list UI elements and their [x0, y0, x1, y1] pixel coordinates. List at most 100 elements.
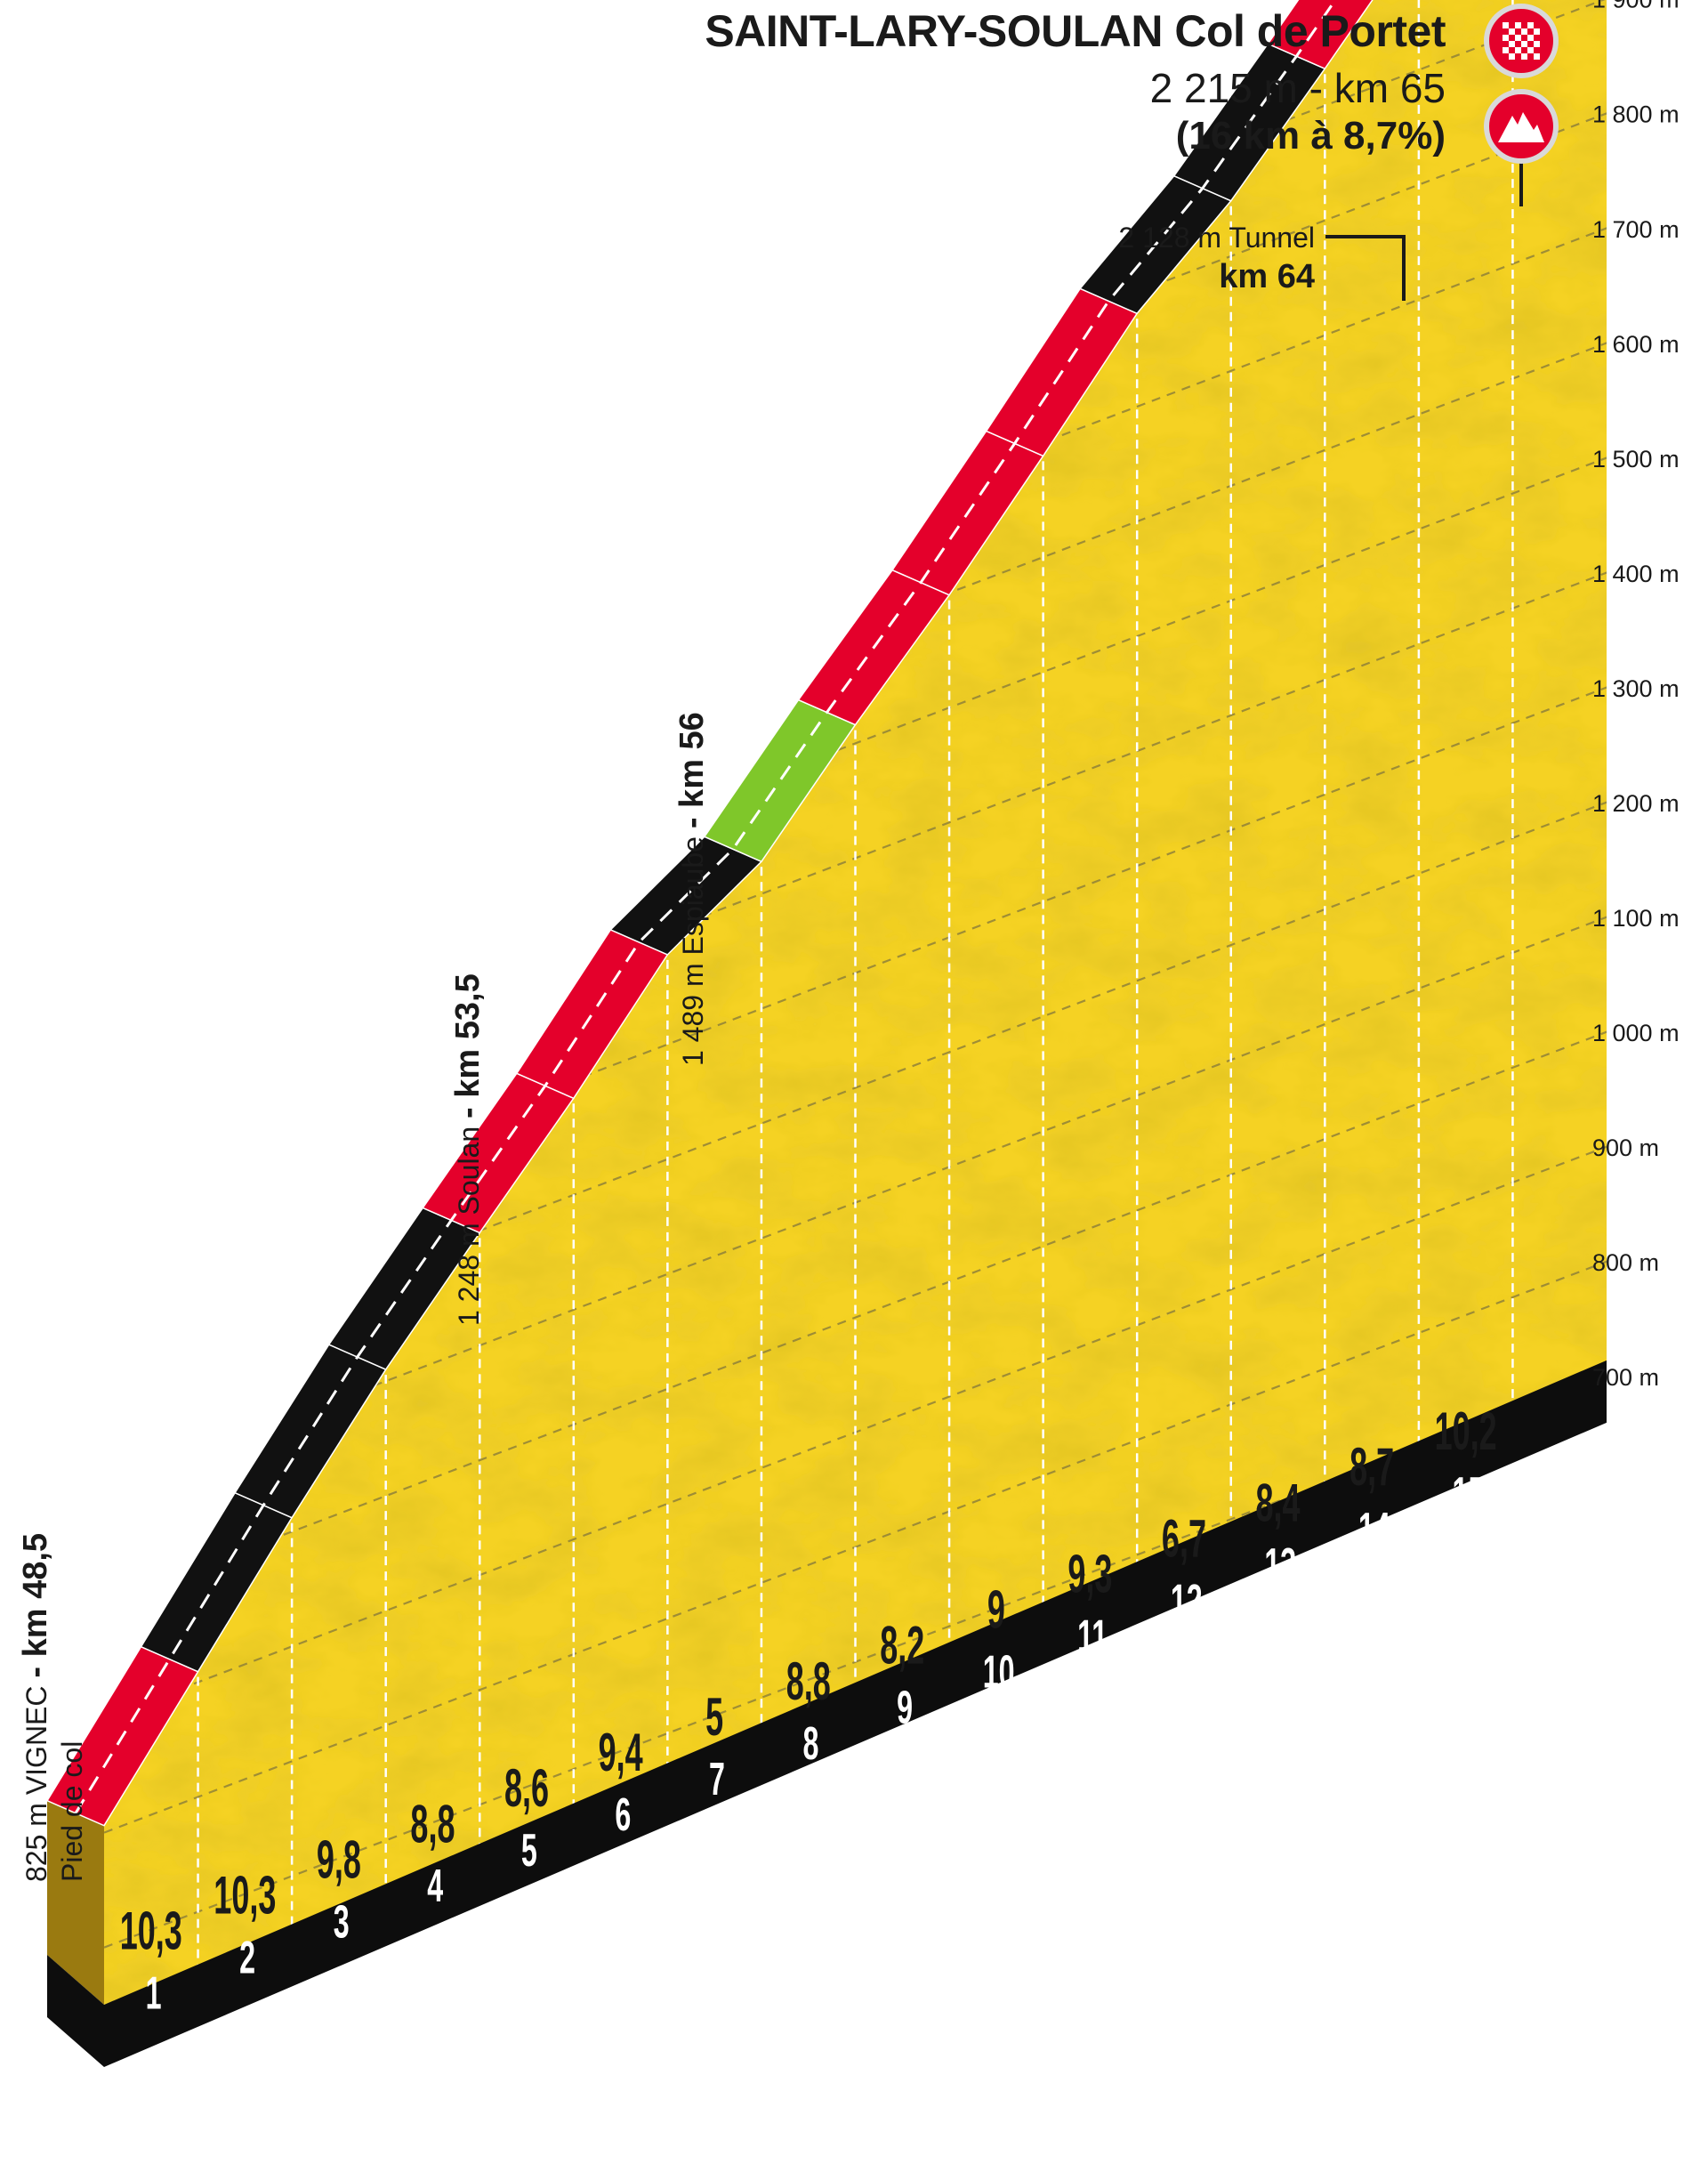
- elevation-tick-label: 1 600 m: [1592, 331, 1680, 358]
- km-label: 14: [1358, 1504, 1390, 1555]
- road-centerline: [74, 0, 1337, 1814]
- checker-square: [1521, 22, 1527, 28]
- checker-square: [1509, 28, 1515, 35]
- checker-square: [1503, 35, 1509, 41]
- gradient-label: 10,2: [1435, 1402, 1497, 1462]
- km-label: 9: [897, 1683, 913, 1734]
- start-km: - km 48,5: [17, 1533, 54, 1678]
- checker-square: [1515, 28, 1521, 35]
- gradient-label: 8,8: [410, 1795, 455, 1854]
- checker-square: [1503, 41, 1509, 47]
- svg-text:1 248 m Soulan - km 53,5: 1 248 m Soulan - km 53,5: [449, 973, 487, 1326]
- checker-square: [1527, 35, 1534, 41]
- soulan-annotation: 1 248 m Soulan - km 53,5: [449, 973, 487, 1326]
- checker-square: [1515, 53, 1521, 60]
- checker-square: [1509, 53, 1515, 60]
- checker-square: [1527, 41, 1534, 47]
- start-name: 825 m VIGNEC: [20, 1685, 52, 1882]
- elevation-tick-label: 1 100 m: [1592, 905, 1680, 932]
- start-annotation: 825 m VIGNEC - km 48,5 Pied de col: [17, 1533, 88, 1882]
- km-label: 15: [1453, 1468, 1485, 1520]
- km-label: 11: [1077, 1611, 1108, 1663]
- checker-square: [1527, 47, 1534, 53]
- gradient-label: 9,4: [599, 1724, 643, 1783]
- elevation-tick-label: 1 800 m: [1592, 101, 1680, 128]
- checker-square: [1515, 47, 1521, 53]
- elevation-tick-label: 900 m: [1592, 1134, 1659, 1161]
- elevation-tick-label: 1 500 m: [1592, 446, 1680, 472]
- gradient-label: 8,6: [504, 1759, 549, 1819]
- checker-square: [1503, 47, 1509, 53]
- soulan-name: 1 248 m Soulan: [453, 1126, 485, 1326]
- checker-square: [1509, 47, 1515, 53]
- checker-square: [1515, 41, 1521, 47]
- checker-square: [1509, 22, 1515, 28]
- checker-square: [1527, 22, 1534, 28]
- gradient-label: 6,7: [1162, 1509, 1206, 1569]
- km-label: 13: [1264, 1540, 1296, 1592]
- gradient-label: 5: [705, 1688, 723, 1748]
- terrain-side-face: [47, 1800, 104, 2005]
- elevation-tick-label: 700 m: [1592, 1364, 1659, 1391]
- checker-square: [1521, 41, 1527, 47]
- km-label: 6: [615, 1789, 631, 1841]
- km-label: 3: [334, 1897, 350, 1949]
- elevation-tick-label: 1 000 m: [1592, 1020, 1680, 1046]
- gradient-label: 8,4: [1256, 1474, 1301, 1533]
- checker-square: [1503, 53, 1509, 60]
- checker-squares: [1503, 22, 1540, 60]
- espiaube-annotation: 1 489 m Espiaube - km 56: [673, 712, 711, 1066]
- checkered-flag-icon: [1484, 4, 1559, 78]
- elevation-tick-label: 1 400 m: [1592, 561, 1680, 587]
- checker-square: [1509, 41, 1515, 47]
- checker-square: [1527, 53, 1534, 60]
- gradient-label: 9: [987, 1580, 1005, 1640]
- km-label: 10: [983, 1647, 1015, 1699]
- checker-square: [1534, 53, 1540, 60]
- km-band-strip: [47, 1360, 1607, 2067]
- tunnel-name: 2 128 m Tunnel: [1118, 222, 1315, 254]
- mountain-shape: [1498, 112, 1544, 142]
- espiaube-name: 1 489 m Espiaube: [677, 836, 709, 1066]
- gradient-label: 8,7: [1349, 1438, 1394, 1498]
- checker-square: [1509, 35, 1515, 41]
- km-label: 4: [427, 1861, 443, 1913]
- climb-summary: (16 km à 8,7%): [1175, 114, 1446, 157]
- elevation-tick-label: 1 300 m: [1592, 675, 1680, 702]
- road-ribbon: [45, 0, 1374, 1827]
- gradient-label: 10,3: [214, 1866, 276, 1926]
- gradient-labels: 10,3 10,3 9,8 8,8 8,6 9,4 5 8,8 8,2 9 9,3 6,7 8,4 8,7…: [120, 1402, 1497, 1961]
- svg-text:825 m VIGNEC - km 48,5: 825 m VIGNEC - km 48,5: [17, 1533, 54, 1882]
- mountain-summit-icon: [1484, 89, 1559, 164]
- gradient-label: 9,3: [1068, 1545, 1112, 1604]
- elevation-tick-label: 1 900 m: [1592, 0, 1680, 13]
- tunnel-annotation: 2 128 m Tunnel km 64: [1118, 222, 1406, 301]
- gradient-label: 9,8: [317, 1830, 361, 1890]
- checker-square: [1534, 22, 1540, 28]
- checker-square: [1503, 22, 1509, 28]
- gradient-label: 8,2: [880, 1616, 924, 1675]
- tunnel-km: km 64: [1219, 258, 1315, 295]
- km-label: 1: [146, 1968, 162, 2020]
- soulan-km: - km 53,5: [449, 973, 487, 1118]
- checker-square: [1521, 47, 1527, 53]
- checker-square: [1534, 41, 1540, 47]
- km-label: 8: [803, 1718, 819, 1770]
- elevation-tick-label: 1 200 m: [1592, 790, 1680, 817]
- gradient-label: 8,8: [786, 1651, 831, 1711]
- checker-square: [1527, 28, 1534, 35]
- km-label: 5: [521, 1825, 537, 1877]
- km-label: 2: [239, 1933, 255, 1984]
- elevation-tick-label: 800 m: [1592, 1249, 1659, 1276]
- checker-square: [1515, 35, 1521, 41]
- svg-text:1 489 m Espiaube - km 56: 1 489 m Espiaube - km 56: [673, 712, 711, 1066]
- start-subtitle: Pied de col: [56, 1741, 88, 1882]
- checker-square: [1521, 35, 1527, 41]
- checker-square: [1515, 22, 1521, 28]
- checker-square: [1534, 47, 1540, 53]
- km-base-band: [47, 1360, 1607, 2067]
- road-segment: [1267, 0, 1374, 70]
